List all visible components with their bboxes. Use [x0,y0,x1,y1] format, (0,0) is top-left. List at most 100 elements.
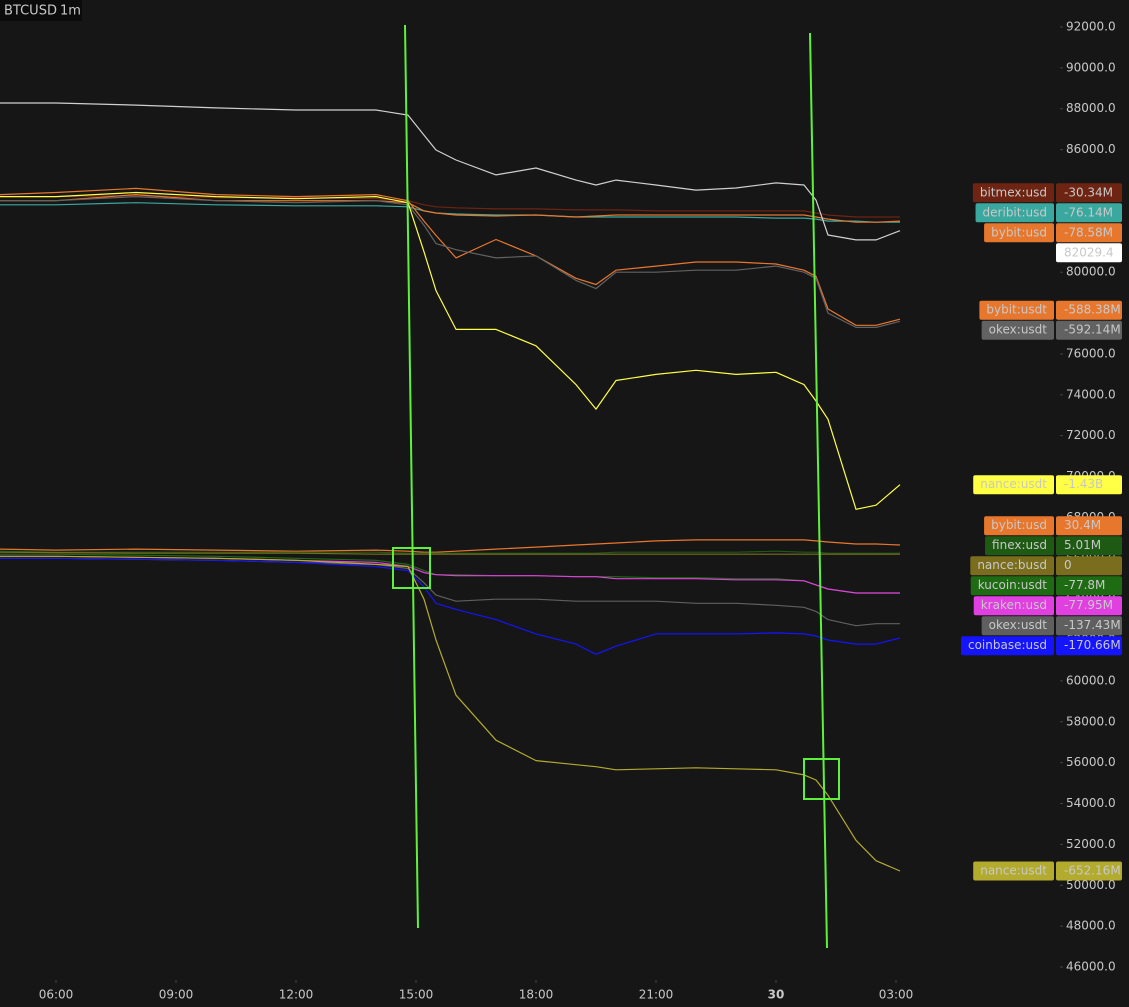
badge-name: coinbase:usd [968,638,1047,652]
y-tick-label: 46000.0 [1066,960,1116,974]
price-badge: 82029.4 [1064,245,1114,259]
badge-value: -77.8M [1064,578,1105,592]
badge-value-box [1056,203,1122,223]
badge-value: -137.43M [1064,618,1121,632]
symbol-box [0,0,82,21]
x-tick-label: 06:00 [39,988,74,1002]
y-tick-label: 48000.0 [1066,919,1116,933]
badge-value-box [1056,576,1122,596]
x-tick-label: 18:00 [519,988,554,1002]
badge-name-box [973,861,1054,881]
y-tick-label: 60000.0 [1066,673,1116,687]
badge-value-box [1056,556,1122,576]
badge-name-box [981,616,1054,636]
badge-name-box [970,576,1054,596]
y-tick-label: 52000.0 [1066,837,1116,851]
badge-value: 5.01M [1064,538,1101,552]
badge-value: 30.4M [1064,518,1101,532]
series-line [0,557,901,655]
badge-value: -77.95M [1064,598,1113,612]
series-line [0,196,901,328]
badge-name-box [984,516,1054,536]
x-tick-label: 09:00 [159,988,194,1002]
badge-value: -170.66M [1064,638,1121,652]
series-line [0,195,900,218]
badge-value-box [1056,861,1122,881]
badge-value-box [1056,536,1122,556]
y-tick-label: 92000.0 [1066,20,1116,34]
badge-value-box [1056,300,1122,320]
badge-name: bitmex:usd [980,185,1047,199]
badge-name-box [975,203,1054,223]
y-tick-label: 80000.0 [1066,265,1116,279]
badge-value: -592.14M [1064,323,1121,337]
interval: 1m [60,4,81,19]
series-line [0,194,901,223]
y-tick-label: 88000.0 [1066,101,1116,115]
y-tick-label: 56000.0 [1066,755,1116,769]
y-tick-label: 86000.0 [1066,142,1116,156]
badge-name-box [970,556,1054,576]
badge-value: -652.16M [1064,863,1121,877]
y-tick-label: 76000.0 [1066,346,1116,360]
badge-name: nance:usdt [980,863,1047,877]
badge-value: -78.58M [1064,225,1113,239]
y-tick-label: 50000.0 [1066,878,1116,892]
badge-value: -1.43B [1064,477,1103,491]
symbol: BTCUSD [4,4,57,19]
badge-value-box [1056,596,1122,616]
price-badge-box [1056,243,1122,263]
y-tick-label: 58000.0 [1066,714,1116,728]
badge-value-box [1056,636,1122,656]
badge-value-box [1056,320,1122,340]
badge-name: bybit:usd [991,518,1047,532]
series-line [0,551,900,555]
badge-name: kucoin:usdt [978,578,1048,592]
series-line [0,550,900,554]
badge-name: nance:busd [977,558,1047,572]
badge-name-box [972,183,1054,203]
badge-name: kraken:usd [981,598,1047,612]
y-tick-label: 54000.0 [1066,796,1116,810]
badge-value: -588.38M [1064,303,1121,317]
badge-value-box [1056,183,1122,203]
series-line [0,187,901,326]
badge-name-box [973,596,1054,616]
y-tick-label: 74000.0 [1066,387,1116,401]
x-tick-label: 30 [768,988,785,1002]
plot-area [0,102,901,872]
badge-name-box [985,536,1054,556]
x-tick-label: 12:00 [279,988,314,1002]
series-line [0,102,901,241]
badge-name-box [979,300,1054,320]
highlight-box [392,547,431,589]
trend-line [404,24,419,929]
series-line [0,555,901,872]
badge-name: okex:usdt [989,323,1048,337]
badge-value: 0 [1064,558,1072,572]
badge-value-box [1056,223,1122,243]
annotations [392,24,840,949]
x-tick-label: 03:00 [879,988,914,1002]
badge-name-box [984,223,1054,243]
badge-name: bybit:usdt [986,303,1047,317]
series-line [0,539,901,553]
badge-name-box [973,475,1054,495]
highlight-box [803,758,840,800]
badge-name-box [981,320,1054,340]
badge-name: bybit:usd [991,225,1047,239]
y-tick-label: 72000.0 [1066,428,1116,442]
badge-value: -30.34M [1064,185,1113,199]
badge-value-box [1056,616,1122,636]
x-tick-label: 15:00 [399,988,434,1002]
badge-name: deribit:usd [983,205,1047,219]
badge-name: nance:usdt [980,477,1047,491]
trend-line [809,32,828,949]
badge-value: -76.14M [1064,205,1113,219]
badge-name: okex:usdt [989,618,1048,632]
y-tick-label: 90000.0 [1066,60,1116,74]
badge-name-box [960,636,1054,656]
